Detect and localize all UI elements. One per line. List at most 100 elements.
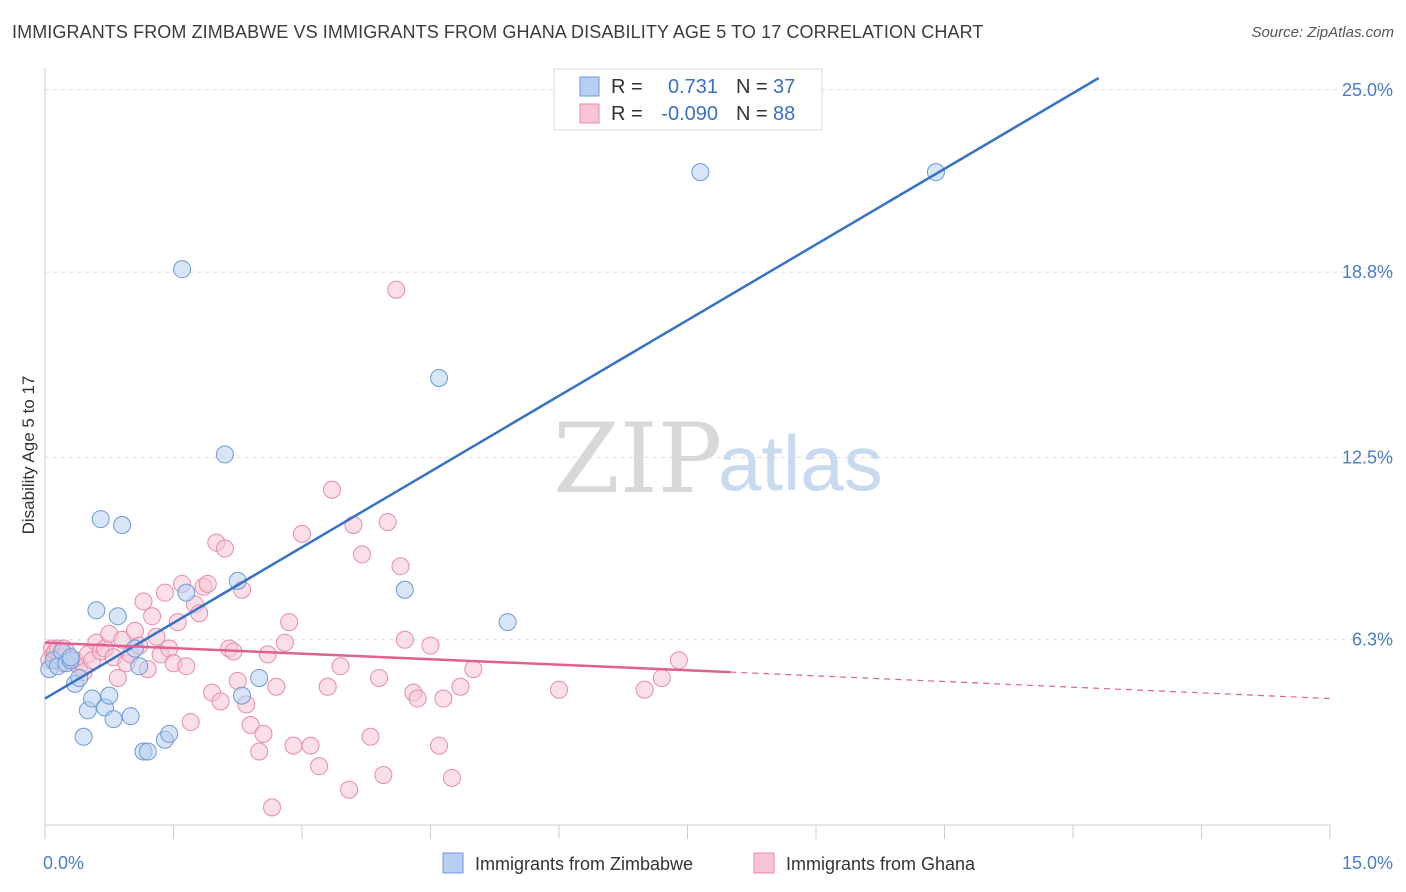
ghana-trend-line [44,641,731,674]
ghana-point [263,798,282,817]
x-tick-labels: 0.0% 15.0% [43,853,1393,873]
zimbabwe-point [177,583,196,602]
ghana-point [134,592,153,611]
ghana-point [241,716,260,735]
grid-lines [45,89,1392,641]
ghana-point [430,736,449,755]
ghana-point [301,736,320,755]
ghana-point [250,742,269,761]
zimbabwe-point [87,601,106,620]
ghana-point [143,607,162,626]
legend-r-label-zimbabwe: R = [611,76,643,98]
ghana-point [318,677,337,696]
ghana-point [155,583,174,602]
y-tick-labels: 6.3% 12.5% 18.8% 25.0% [1342,80,1393,650]
source-label: Source: ZipAtlas.com [1251,24,1394,41]
ghana-point [464,660,483,679]
zimbabwe-point [215,445,234,464]
ghana-point [391,557,410,576]
ghana-point [352,545,371,564]
zimbabwe-point [691,163,710,182]
ghana-point [395,630,414,649]
bottom-legend-label-ghana: Immigrants from Ghana [786,854,976,874]
y-tick-label: 12.5% [1342,447,1393,467]
zimbabwe-point [121,707,140,726]
zimbabwe-point [233,686,252,705]
ghana-point [280,613,299,632]
ghana-point [421,636,440,655]
watermark-atlas: atlas [718,419,883,507]
y-tick-label: 6.3% [1352,630,1393,650]
ghana-point [652,668,671,687]
ghana-point [387,280,406,299]
ghana-point [177,657,196,676]
legend-swatch-ghana [579,103,600,124]
ghana-point [293,524,311,543]
legend-n-value-zimbabwe: 37 [773,76,795,98]
series-legend: Immigrants from Zimbabwe Immigrants from… [442,852,976,874]
legend-r-label-ghana: R = [611,103,643,125]
zimbabwe-point [113,516,132,535]
ghana-point [275,633,294,652]
zimbabwe-point [104,710,123,729]
ghana-point [181,713,200,732]
ghana-point [374,766,393,785]
y-axis-title: Disability Age 5 to 17 [19,376,38,535]
zimbabwe-point [138,742,157,761]
legend-r-value-zimbabwe: 0.731 [668,76,718,98]
ghana-point [340,780,359,799]
ghana-trend-extension [730,671,1331,700]
zimbabwe-point [250,668,269,687]
zimbabwe-point [83,689,102,708]
ghana-point [361,727,380,746]
chart-title: IMMIGRANTS FROM ZIMBABWE VS IMMIGRANTS F… [12,22,984,42]
y-tick-label: 25.0% [1342,80,1393,100]
legend-n-label-ghana: N = [736,103,768,125]
zimbabwe-point [498,613,517,632]
ghana-point [198,574,217,593]
trend-lines [44,76,1331,700]
ghana-point [113,630,132,649]
ghana-point [322,480,341,499]
zimbabwe-point [91,510,110,529]
ghana-point [434,689,453,708]
ghana-point [310,757,329,776]
zimbabwe-point [100,686,119,705]
watermark-zip: ZIP [553,403,722,515]
axes [44,68,1331,839]
legend-n-value-ghana: 88 [773,103,795,125]
zimbabwe-point [130,657,149,676]
ghana-point [408,689,427,708]
ghana-point [451,677,470,696]
legend-r-value-ghana: -0.090 [661,103,718,125]
zimbabwe-point [395,580,414,599]
watermark: ZIP atlas [553,403,883,515]
ghana-point [267,677,286,696]
zimbabwe-trend-line [44,76,1100,700]
zimbabwe-point [108,607,127,626]
ghana-point [254,724,273,743]
ghana-point [108,668,127,687]
ghana-point [635,680,654,699]
zimbabwe-point [430,368,449,387]
y-tick-label: 18.8% [1342,262,1393,282]
ghana-point [215,539,234,558]
ghana-points [40,280,688,817]
ghana-point [258,645,277,664]
bottom-legend-swatch-zimbabwe [442,852,464,874]
bottom-legend-label-zimbabwe: Immigrants from Zimbabwe [475,854,693,874]
correlation-legend: R = 0.731 N = 37 R = -0.090 N = 88 [553,68,823,131]
ghana-point [442,768,461,787]
ghana-point [211,692,230,711]
ghana-point [550,680,568,699]
bottom-legend-swatch-ghana [753,852,775,874]
ghana-point [669,651,688,670]
legend-n-label-zimbabwe: N = [736,76,768,98]
legend-swatch-zimbabwe [579,76,600,97]
zimbabwe-point [74,727,93,746]
zimbabwe-point [160,724,179,743]
zimbabwe-point [173,260,192,279]
x-tick-label: 0.0% [43,853,84,873]
x-tick-label: 15.0% [1342,853,1393,873]
